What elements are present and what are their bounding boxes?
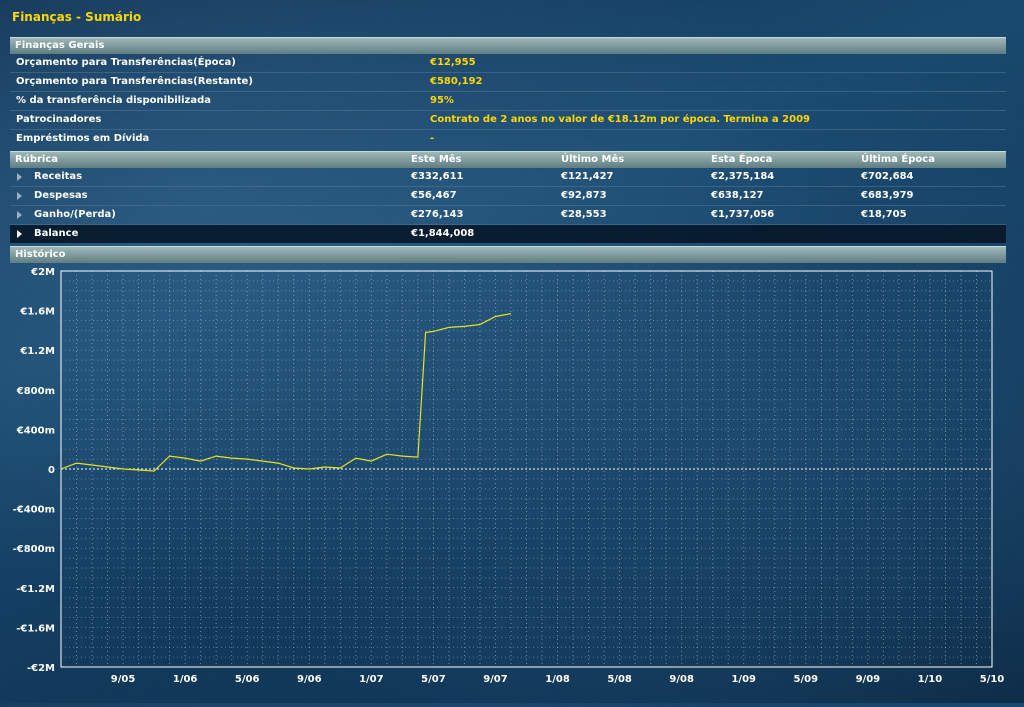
general-row: Empréstimos em Dívida - [10,130,1006,148]
cell-this-month: €332,611 [411,171,464,182]
general-row: Patrocinadores Contrato de 2 anos no val… [10,111,1006,130]
y-tick-label: €800m [16,386,55,397]
x-tick-label: 9/07 [483,674,508,685]
history-chart: €2M €1.6M €1.2M €800m €400m 0 -€400m -€800m -€1.… [13,267,1005,685]
x-tick-label: 1/09 [731,674,756,685]
y-tick-label: -€400m [13,505,55,516]
rubric-table: Rúbrica Este Mês Último Mês Esta Época Ú… [10,151,1006,243]
row-label: % da transferência disponibilizada [16,95,211,106]
y-tick-label: 0 [48,465,55,476]
general-row: Orçamento para Transferências(Época) €12… [10,54,1006,73]
col-header-this-season[interactable]: Esta Época [711,154,773,165]
expand-arrow-icon[interactable] [17,173,22,181]
cell-last-season: €702,684 [861,171,914,182]
cell-last-month: €92,873 [561,190,607,201]
col-header-last-season[interactable]: Última Época [861,154,935,165]
x-tick-label: 1/08 [545,674,570,685]
x-tick-label: 1/06 [173,674,198,685]
cell-this-month: €1,844,008 [411,228,475,239]
x-tick-label: 9/08 [669,674,694,685]
y-tick-label: -€1.6M [16,623,55,634]
col-header-rubric[interactable]: Rúbrica [15,154,59,165]
x-tick-label: 5/10 [980,674,1005,685]
y-tick-label: -€2M [27,663,55,674]
y-tick-label: €1.6M [19,307,55,318]
y-tick-label: €400m [16,425,55,436]
row-label: Empréstimos em Dívida [16,133,150,144]
row-value: €580,192 [430,76,483,87]
cell-this-season: €1,737,056 [711,209,775,220]
general-row: Orçamento para Transferências(Restante) … [10,73,1006,92]
row-value: 95% [430,95,454,106]
cell-this-season: €638,127 [711,190,764,201]
cell-this-season: €2,375,184 [711,171,775,182]
general-finances-panel: Finanças Gerais Orçamento para Transferê… [10,37,1006,148]
expand-arrow-icon[interactable] [17,230,22,238]
row-label: Orçamento para Transferências(Época) [16,57,236,68]
table-row[interactable]: Despesas €56,467 €92,873 €638,127 €683,9… [10,187,1006,206]
row-label: Ganho/(Perda) [34,209,116,220]
balance-history-line [60,313,512,472]
expand-arrow-icon[interactable] [17,211,22,219]
x-tick-label: 5/06 [235,674,260,685]
x-tick-label: 5/08 [607,674,632,685]
x-tick-label: 9/06 [297,674,322,685]
row-label: Orçamento para Transferências(Restante) [16,76,253,87]
cell-last-month: €121,427 [561,171,614,182]
history-panel: Histórico [10,246,1006,263]
row-value: Contrato de 2 anos no valor de €18.12m p… [430,114,810,125]
table-row[interactable]: Receitas €332,611 €121,427 €2,375,184 €7… [10,168,1006,187]
history-chart-area: €2M €1.6M €1.2M €800m €400m 0 -€400m -€800m -€1.… [0,263,1024,703]
rubric-table-header: Rúbrica Este Mês Último Mês Esta Época Ú… [10,151,1006,168]
general-row: % da transferência disponibilizada 95% [10,92,1006,111]
col-header-last-month[interactable]: Último Mês [561,154,625,165]
table-row[interactable]: Ganho/(Perda) €276,143 €28,553 €1,737,05… [10,206,1006,225]
row-label: Balance [34,228,79,239]
cell-last-month: €28,553 [561,209,607,220]
history-header: Histórico [10,246,1006,263]
expand-arrow-icon[interactable] [17,192,22,200]
page-title: Finanças - Sumário [12,10,142,24]
cell-this-month: €56,467 [411,190,457,201]
row-value: - [430,133,435,144]
row-label: Receitas [34,171,83,182]
y-tick-label: -€800m [13,544,55,555]
row-value: €12,955 [430,57,476,68]
x-tick-label: 9/05 [111,674,136,685]
x-tick-label: 9/09 [856,674,881,685]
row-label: Patrocinadores [16,114,102,125]
x-tick-label: 1/07 [359,674,384,685]
row-label: Despesas [34,190,88,201]
table-row-balance[interactable]: Balance €1,844,008 [10,225,1006,243]
y-tick-label: €2M [30,267,55,278]
cell-last-season: €683,979 [861,190,914,201]
x-tick-label: 5/07 [421,674,446,685]
x-tick-label: 5/09 [794,674,819,685]
y-tick-label: -€1.2M [16,584,55,595]
col-header-this-month[interactable]: Este Mês [411,154,462,165]
y-tick-label: €1.2M [19,346,55,357]
x-tick-label: 1/10 [918,674,943,685]
cell-this-month: €276,143 [411,209,464,220]
cell-last-season: €18,705 [861,209,907,220]
general-finances-header: Finanças Gerais [10,37,1006,54]
